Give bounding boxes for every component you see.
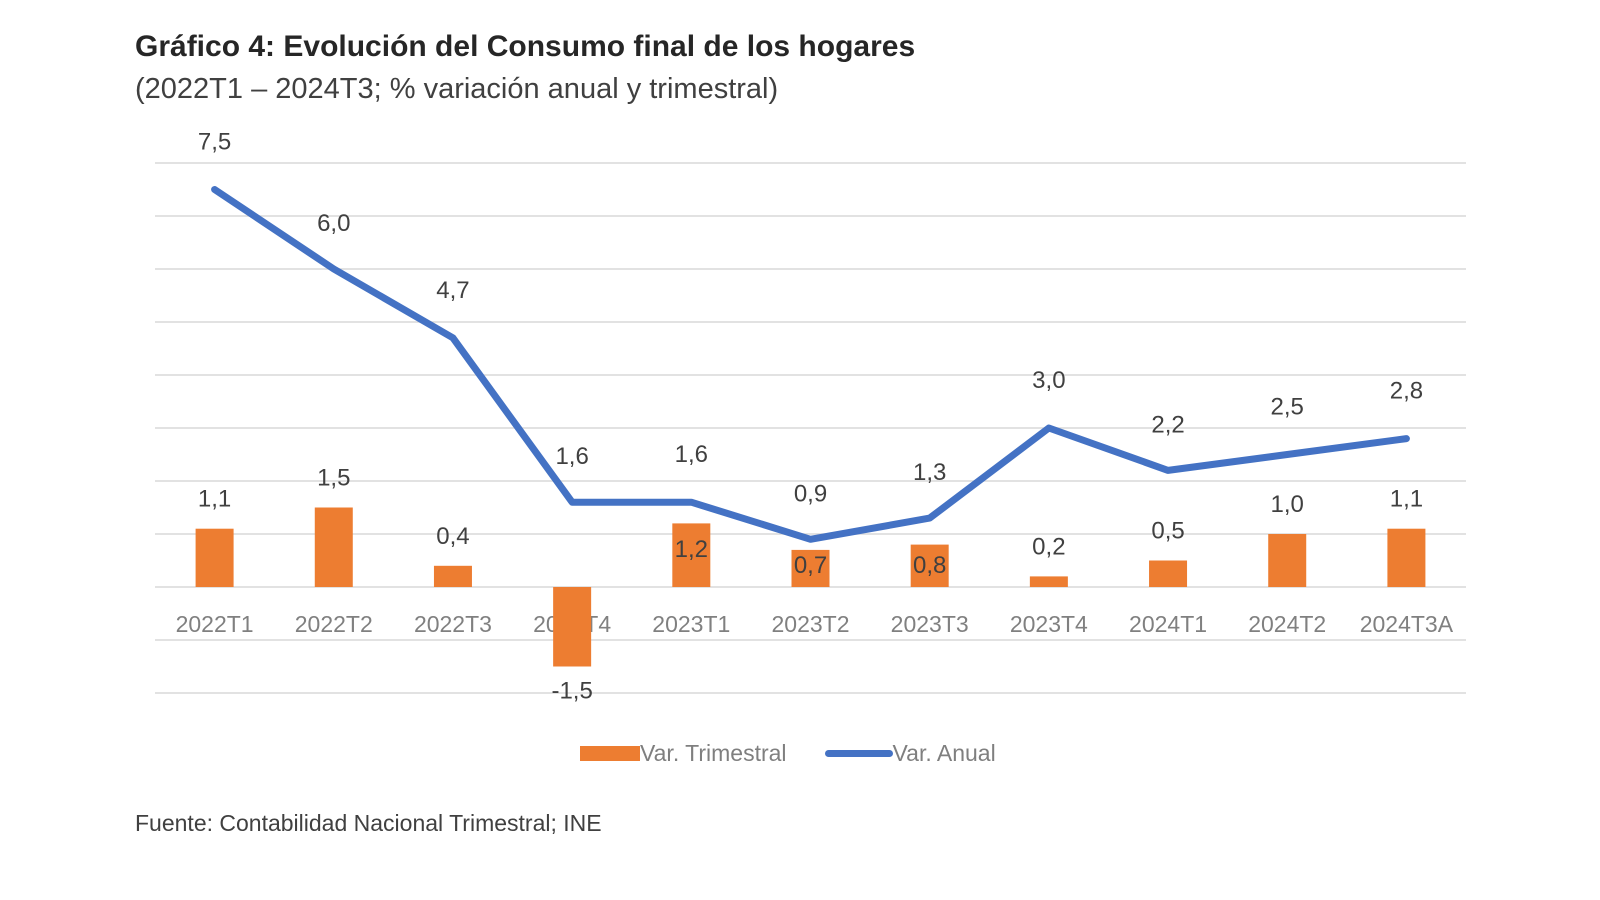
- legend-swatch-bar: [580, 746, 640, 761]
- line-data-label: 2,2: [1151, 411, 1184, 438]
- bar: [553, 587, 592, 667]
- line-data-label: 3,0: [1032, 367, 1065, 394]
- chart-subtitle: (2022T1 – 2024T3; % variación anual y tr…: [135, 73, 779, 105]
- bar-data-label: 1,1: [1390, 486, 1423, 513]
- chart-title: Gráfico 4: Evolución del Consumo final d…: [135, 30, 916, 63]
- line-data-label: 7,5: [198, 129, 231, 156]
- bar: [672, 523, 711, 587]
- bar-data-label: 1,2: [675, 536, 708, 563]
- x-tick-label: 2024T2: [1248, 611, 1326, 637]
- bar: [1268, 534, 1307, 587]
- bar-data-label: 0,8: [913, 552, 946, 579]
- bar-data-label: -1,5: [551, 678, 592, 705]
- x-tick-label: 2024T3A: [1360, 611, 1454, 637]
- x-tick-label: 2023T2: [771, 611, 849, 637]
- line-data-label: 2,5: [1271, 394, 1304, 421]
- x-tick-label: 2023T4: [1010, 611, 1088, 637]
- x-tick-label: 2024T1: [1129, 611, 1207, 637]
- legend-swatch-line: [824, 750, 893, 757]
- bar-data-label: 0,2: [1032, 533, 1065, 560]
- bar: [433, 565, 472, 587]
- bar-data-label: 1,0: [1271, 491, 1304, 518]
- bar: [195, 528, 234, 587]
- bar: [791, 549, 830, 587]
- bar-data-label: 0,4: [436, 523, 469, 550]
- legend-item-trimestral[interactable]: Var. Trimestral: [580, 740, 787, 767]
- x-tick-label: 2023T1: [652, 611, 730, 637]
- x-tick-label: 2022T2: [295, 611, 373, 637]
- bar: [1387, 528, 1426, 587]
- source-note: Fuente: Contabilidad Nacional Trimestral…: [135, 810, 602, 836]
- line-data-label: 2,8: [1390, 378, 1423, 405]
- bar-data-label: 0,7: [794, 552, 827, 579]
- bar: [1029, 576, 1068, 587]
- line-data-label: 1,6: [675, 441, 708, 468]
- bar: [1149, 560, 1188, 587]
- legend: Var. Trimestral Var. Anual: [580, 740, 1034, 767]
- legend-label-anual: Var. Anual: [892, 740, 996, 766]
- line-data-label: 1,3: [913, 459, 946, 486]
- bar: [314, 507, 353, 587]
- x-tick-label: 2022T1: [176, 611, 254, 637]
- x-tick-label: 2023T3: [891, 611, 969, 637]
- bar-data-label: 0,5: [1151, 518, 1184, 545]
- bar: [910, 544, 949, 587]
- line-data-label: 0,9: [794, 480, 827, 507]
- line-data-label: 4,7: [436, 277, 469, 304]
- bar-data-label: 1,1: [198, 486, 231, 513]
- bar-data-label: 1,5: [317, 465, 350, 492]
- line-data-label: 1,6: [555, 443, 588, 470]
- legend-item-anual[interactable]: Var. Anual: [824, 740, 996, 767]
- line-data-label: 6,0: [317, 210, 350, 237]
- x-tick-label: 2022T3: [414, 611, 492, 637]
- legend-label-trimestral: Var. Trimestral: [640, 740, 787, 766]
